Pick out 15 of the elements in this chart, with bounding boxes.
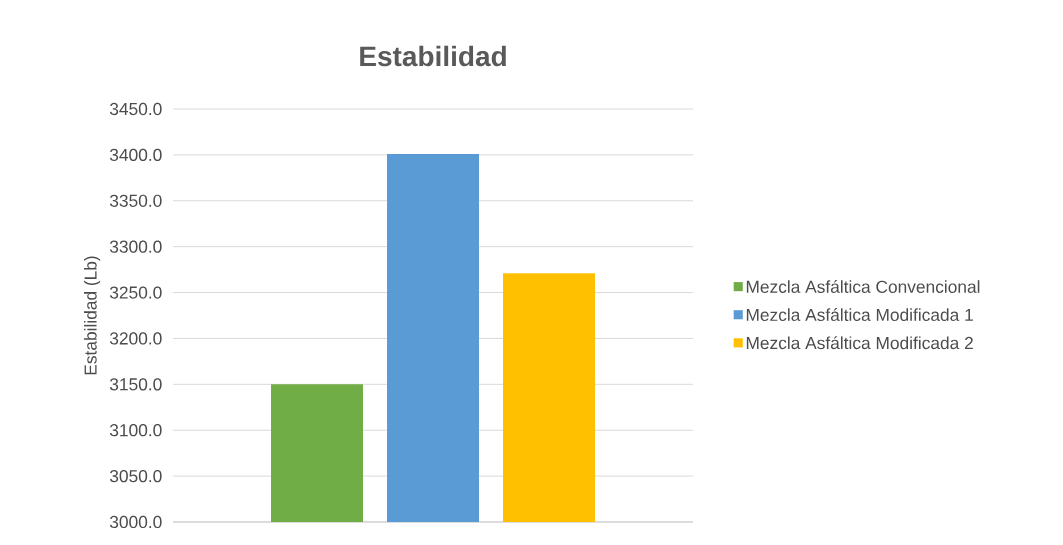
y-tick-label: 3150.0: [109, 378, 162, 391]
y-tick-label: 3100.0: [109, 424, 162, 437]
legend-label: Mezcla Asfáltica Modificada 1: [746, 308, 973, 322]
y-tick-label: 3050.0: [109, 469, 162, 483]
legend-label: Mezcla Asfáltica Modificada 2: [746, 336, 973, 350]
y-tick-label: 3350.0: [109, 194, 162, 207]
y-tick-label: 3450.0: [109, 102, 162, 116]
y-tick-label: 3000.0: [109, 515, 162, 529]
legend-label: Mezcla Asfáltica Convencional: [746, 280, 980, 293]
chart-title: Estabilidad: [360, 45, 506, 67]
y-tick-label: 3300.0: [109, 240, 162, 253]
y-tick-label: 3250.0: [109, 286, 162, 299]
y-axis-title: Estabilidad (Lb): [83, 256, 101, 375]
y-tick-label: 3400.0: [109, 148, 162, 162]
y-tick-label: 3200.0: [109, 332, 162, 345]
